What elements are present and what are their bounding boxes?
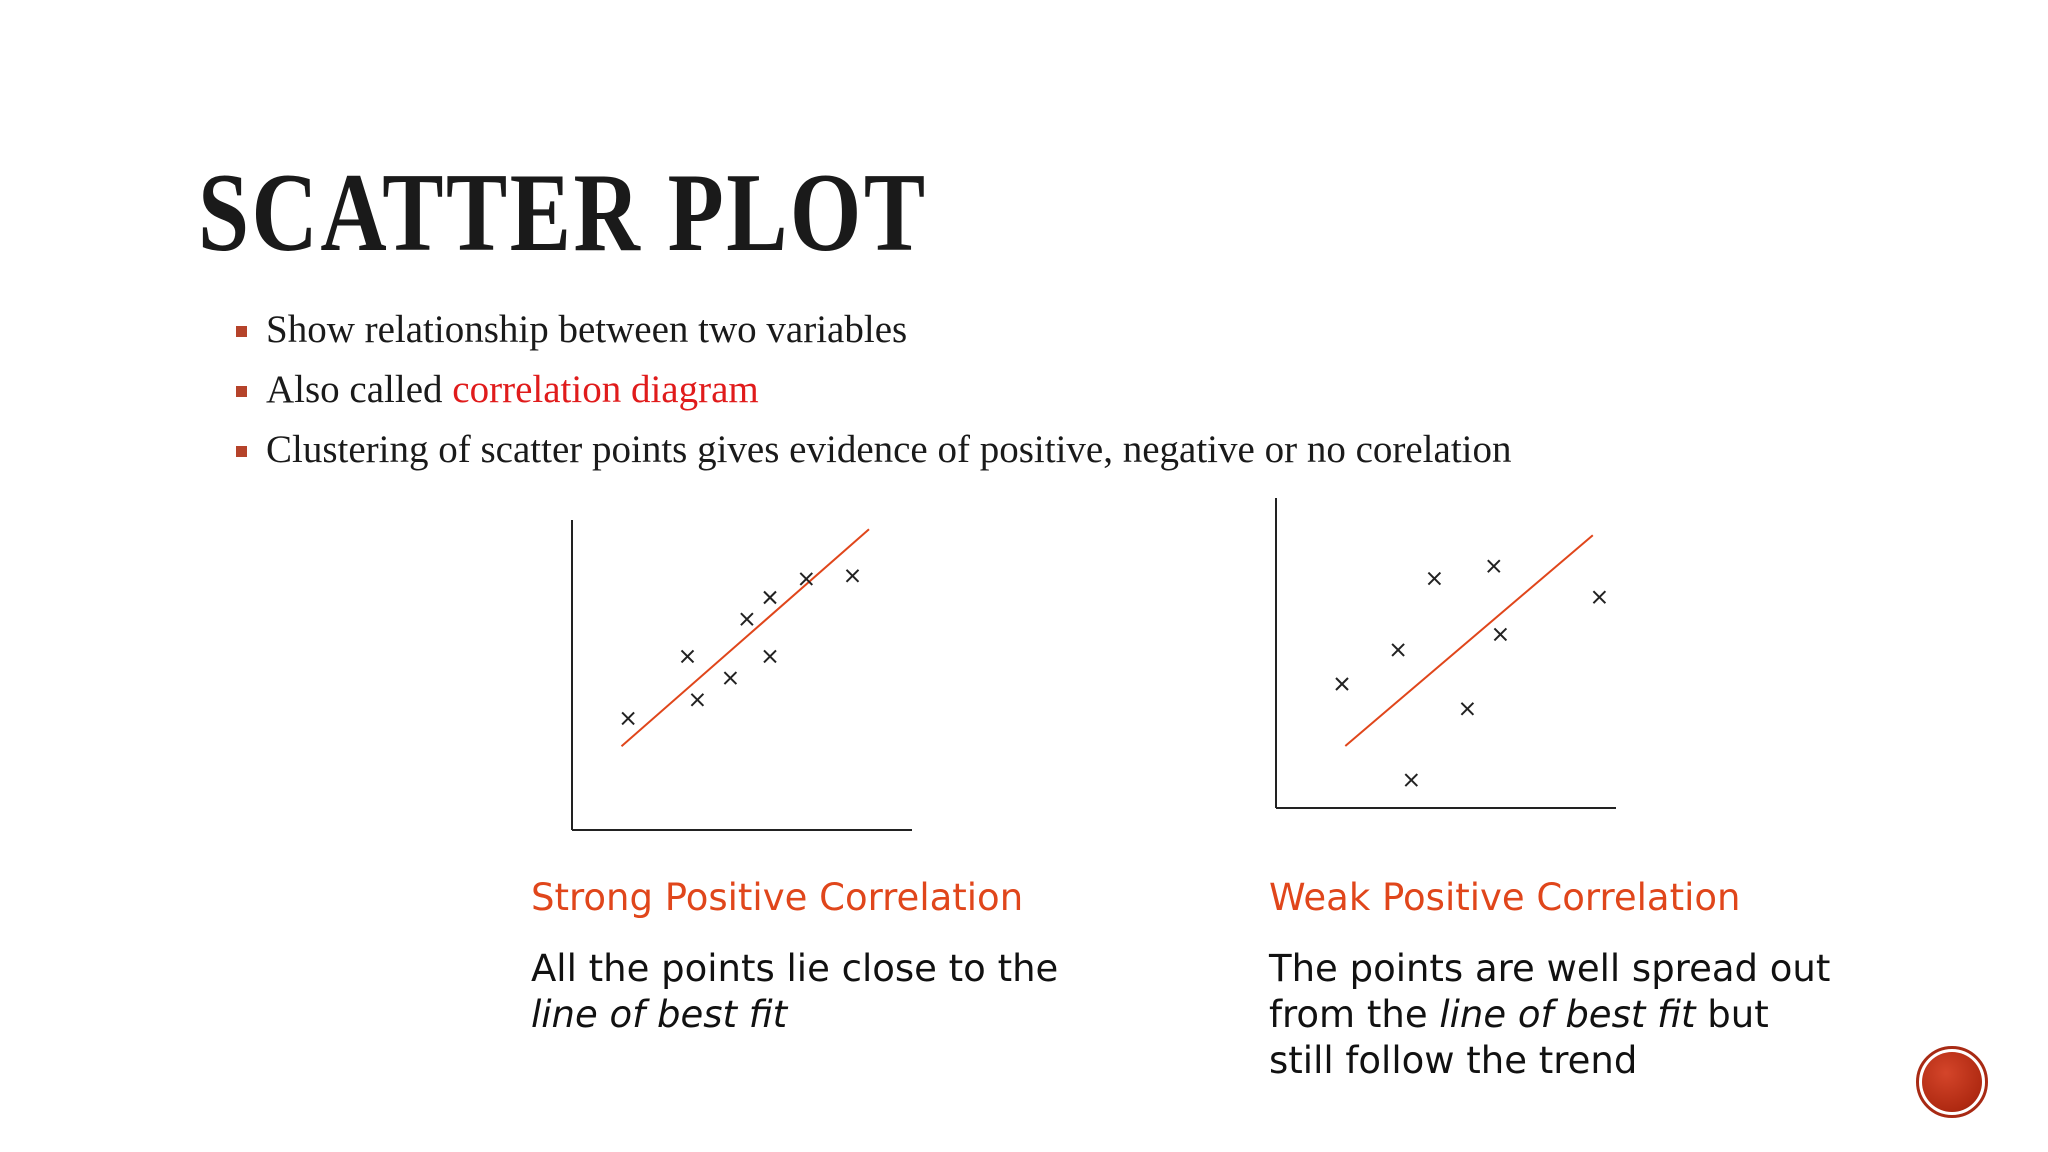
bullet-marker: [236, 386, 247, 397]
bullet-item: Clustering of scatter points gives evide…: [236, 420, 1512, 480]
point-stroke: [1592, 590, 1607, 604]
bullet-text: Also called: [266, 368, 453, 411]
point-stroke: [1391, 643, 1405, 657]
circle-icon: [1922, 1052, 1982, 1112]
point-stroke: [1493, 627, 1508, 642]
point-stroke: [763, 590, 777, 605]
description-italic: line of best fit: [531, 993, 788, 1036]
next-slide-button[interactable]: [1916, 1046, 1988, 1118]
description-line: from the: [1269, 993, 1440, 1036]
description-line: still follow the trend: [1269, 1039, 1638, 1082]
chart-description-weak: The points are well spread out from the …: [1269, 946, 1830, 1084]
point-stroke: [723, 671, 738, 685]
data-point: [1391, 643, 1405, 657]
point-stroke: [621, 711, 635, 726]
bullet-highlight: correlation diagram: [452, 368, 759, 411]
point-stroke: [799, 572, 814, 586]
data-point: [621, 711, 635, 726]
point-stroke: [1335, 677, 1349, 691]
line-of-best-fit: [620, 528, 870, 748]
line-of-best-fit: [1344, 534, 1594, 747]
data-point: [1427, 571, 1442, 586]
bullet-list: Show relationship between two variables …: [236, 300, 1512, 480]
data-point: [1493, 627, 1508, 642]
description-line: but: [1695, 993, 1769, 1036]
data-point: [1404, 773, 1419, 787]
point-stroke: [763, 649, 777, 664]
point-stroke: [1404, 773, 1419, 787]
scatter-plot-strong: [571, 520, 912, 831]
chart-title-strong: Strong Positive Correlation: [531, 876, 1024, 919]
scatter-plot-weak: [1275, 498, 1616, 809]
point-stroke: [680, 649, 695, 664]
data-point: [763, 590, 777, 605]
description-line: The points are well spread out: [1269, 947, 1831, 990]
bullet-text: Show relationship between two variables: [266, 308, 908, 351]
data-point: [723, 671, 738, 685]
chart-title-weak: Weak Positive Correlation: [1269, 876, 1741, 919]
point-stroke: [1487, 559, 1501, 573]
data-point: [1592, 590, 1607, 604]
data-point: [740, 612, 754, 626]
data-point: [1487, 559, 1501, 573]
point-stroke: [1460, 702, 1475, 716]
point-stroke: [740, 612, 754, 626]
data-point: [680, 649, 695, 664]
data-point: [845, 569, 860, 583]
bullet-item: Show relationship between two variables: [236, 300, 1512, 360]
point-stroke: [690, 693, 705, 707]
data-point: [1460, 702, 1475, 716]
description-line: All the points lie close to the: [531, 947, 1059, 990]
chart-description-strong: All the points lie close to the line of …: [531, 946, 1058, 1038]
bullet-marker: [236, 326, 247, 337]
point-stroke: [1427, 571, 1442, 586]
bullet-text: Clustering of scatter points gives evide…: [266, 428, 1512, 471]
description-italic: line of best fit: [1439, 993, 1696, 1036]
bullet-item: Also called correlation diagram: [236, 360, 1512, 420]
bullet-marker: [236, 446, 247, 457]
data-point: [763, 649, 777, 664]
point-stroke: [845, 569, 860, 583]
data-point: [1335, 677, 1349, 691]
data-point: [799, 572, 814, 586]
slide-title: SCATTER PLOT: [198, 151, 928, 275]
data-point: [690, 693, 705, 707]
